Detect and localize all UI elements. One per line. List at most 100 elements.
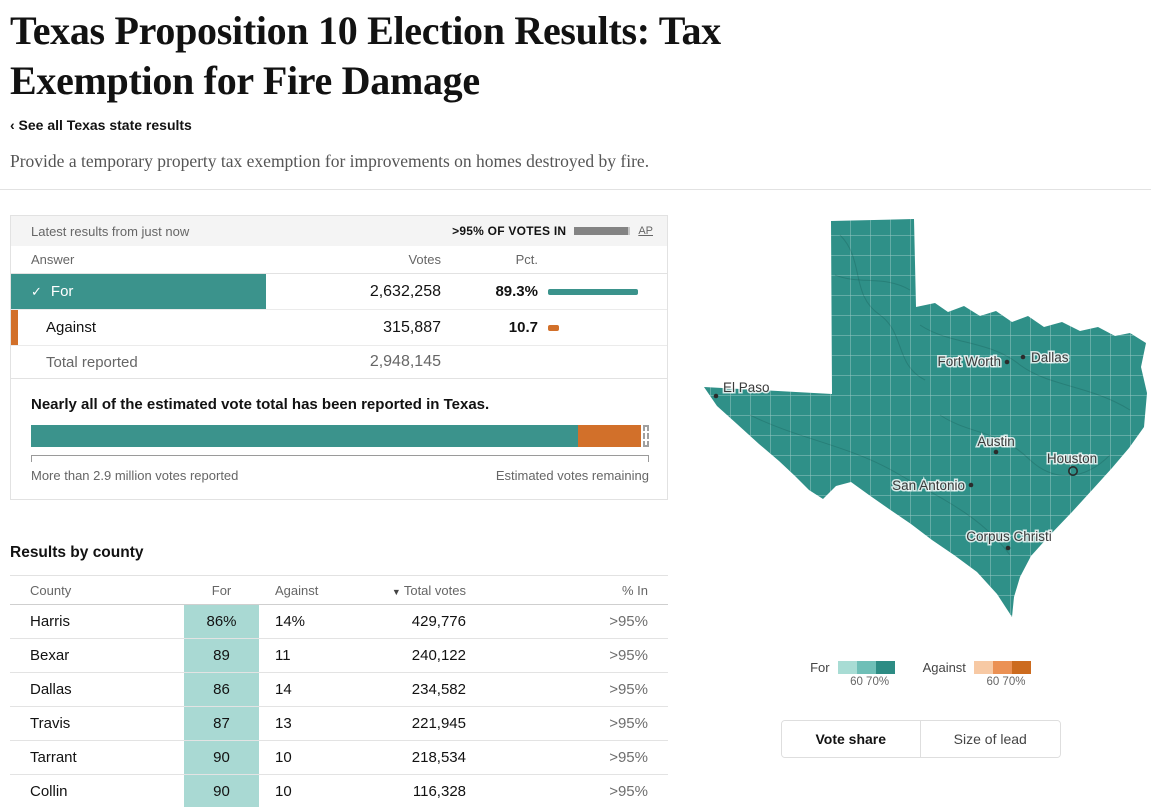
vote-share-tab[interactable]: Vote share <box>781 721 920 758</box>
page-title-line1: Texas Proposition 10 Election Results: T… <box>10 8 721 53</box>
county-name: Bexar <box>10 638 184 674</box>
county-total-votes: 240,122 <box>364 638 494 674</box>
corpus-christi-dot <box>1005 545 1011 551</box>
map-detail-lines <box>749 234 1131 556</box>
back-link-all-texas-results[interactable]: ‹ See all Texas state results <box>10 117 192 134</box>
city-label-san-antonio: San Antonio <box>892 478 965 493</box>
texas-map-svg[interactable]: El Paso Fort Worth Dallas Austin Houston… <box>690 215 1151 621</box>
city-markers <box>713 354 1078 551</box>
size-of-lead-tab[interactable]: Size of lead <box>920 721 1060 758</box>
votes-remaining-label: Estimated votes remaining <box>495 468 649 484</box>
city-label-houston: Houston <box>1047 451 1097 466</box>
county-pct-in: >95% <box>494 706 668 742</box>
pct-in-column-header[interactable]: % In <box>494 575 668 606</box>
against-accent-strip <box>11 310 18 346</box>
county-total-votes: 234,582 <box>364 672 494 708</box>
header-divider <box>0 189 1151 191</box>
answer-row-against: Against 315,887 10.7 <box>11 310 667 347</box>
ap-source-link[interactable]: AP <box>638 225 653 238</box>
legend-against-label: Against <box>922 660 966 676</box>
checkmark-icon: ✓ <box>31 284 42 300</box>
county-pct-in: >95% <box>494 740 668 776</box>
texas-county-map[interactable]: El Paso Fort Worth Dallas Austin Houston… <box>690 215 1151 621</box>
county-total-votes: 116,328 <box>364 774 494 807</box>
texas-state-shape[interactable] <box>690 215 1151 621</box>
el-paso-dot <box>713 393 719 399</box>
against-swatch-mid <box>992 661 1012 675</box>
votes-in-indicator: >95% OF VOTES IN AP <box>452 224 653 238</box>
legend-tick-60: 60 <box>986 676 1000 689</box>
map-mode-toggle: Vote share Size of lead <box>780 720 1061 759</box>
austin-dot <box>993 449 999 455</box>
sort-descending-icon: ▼ <box>391 586 401 597</box>
houston-ring-marker <box>1067 466 1078 477</box>
county-for-value: 86% <box>184 604 259 640</box>
city-labels: El Paso Fort Worth Dallas Austin Houston… <box>722 349 1099 546</box>
votes-in-progress-fill <box>574 227 628 236</box>
answer-row-for: ✓ For 2,632,258 89.3% <box>11 274 667 311</box>
county-total-votes: 429,776 <box>364 604 494 640</box>
county-for-value: 89 <box>184 638 259 674</box>
city-label-fort-worth: Fort Worth <box>937 354 1001 369</box>
table-row-harris: Harris 86% 14% 429,776 >95% <box>10 604 668 640</box>
page-title: Texas Proposition 10 Election Results: T… <box>0 0 860 105</box>
county-against-value: 13 <box>259 706 364 742</box>
votes-in-label: >95% OF VOTES IN <box>452 224 567 239</box>
estimate-bar-remaining-segment <box>642 425 649 448</box>
legend-against-swatches: 60 70% <box>973 661 1031 689</box>
estimate-bar-against-segment <box>578 425 641 448</box>
against-column-header[interactable]: Against <box>259 575 364 606</box>
legend-tick-60: 60 <box>850 676 863 689</box>
table-row-travis: Travis 87 13 221,945 >95% <box>10 706 668 742</box>
for-column-header[interactable]: For <box>184 575 259 606</box>
estimate-headline: Nearly all of the estimated vote total h… <box>31 396 490 414</box>
county-borders-texture <box>704 219 1147 618</box>
county-total-votes: 218,534 <box>364 740 494 776</box>
county-pct-in: >95% <box>494 774 668 807</box>
county-name: Collin <box>10 774 184 807</box>
county-table-heading: Results by county <box>10 544 144 562</box>
pct-column-header: Pct. <box>515 252 538 268</box>
against-pct-value: 10.7 <box>508 319 538 337</box>
county-for-value: 90 <box>184 774 259 807</box>
for-answer-label: ✓ For <box>11 283 266 300</box>
dallas-dot <box>1020 354 1026 360</box>
total-votes-header-text: Total votes <box>403 582 466 598</box>
left-column: Latest results from just now >95% OF VOT… <box>10 215 668 807</box>
votes-in-progressbar <box>574 227 631 236</box>
county-against-value: 14% <box>259 604 364 640</box>
for-swatch-dark <box>875 661 895 675</box>
content-columns: Latest results from just now >95% OF VOT… <box>0 215 1151 807</box>
county-against-value: 11 <box>259 638 364 674</box>
fort-worth-dot <box>1004 359 1010 365</box>
votes-column-header: Votes <box>408 252 441 268</box>
page-title-line2: Exemption for Fire Damage <box>10 57 480 103</box>
for-answer-text: For <box>50 283 74 301</box>
for-votes-value: 2,632,258 <box>369 282 441 300</box>
for-swatch-mid <box>856 661 876 675</box>
estimate-section: Nearly all of the estimated vote total h… <box>11 379 667 499</box>
legend-for-group: For 60 70% <box>810 661 895 689</box>
table-row-collin: Collin 90 10 116,328 >95% <box>10 774 668 807</box>
estimate-bar <box>31 425 649 448</box>
county-name: Tarrant <box>10 740 184 776</box>
county-pct-in: >95% <box>494 638 668 674</box>
total-votes-column-header[interactable]: ▼ Total votes <box>364 575 494 606</box>
for-pct-bar <box>548 288 639 295</box>
county-column-header[interactable]: County <box>10 575 184 606</box>
legend-against-group: Against 60 70% <box>922 660 1031 689</box>
against-swatch-dark <box>1011 661 1031 675</box>
legend-tick-70: 70% <box>1002 676 1026 689</box>
against-answer-label: Against <box>46 319 97 337</box>
county-against-value: 14 <box>259 672 364 708</box>
for-pct-bar-cell <box>538 288 649 295</box>
proposition-description: Provide a temporary property tax exempti… <box>10 151 650 172</box>
for-swatch-light <box>837 661 857 675</box>
table-row-bexar: Bexar 89 11 240,122 >95% <box>10 638 668 674</box>
against-pct-bar-cell <box>538 324 649 331</box>
table-row-dallas: Dallas 86 14 234,582 >95% <box>10 672 668 708</box>
estimate-labels: More than 2.9 million votes reported Est… <box>31 468 649 483</box>
county-name: Dallas <box>10 672 184 708</box>
votes-reported-label: More than 2.9 million votes reported <box>31 468 239 484</box>
